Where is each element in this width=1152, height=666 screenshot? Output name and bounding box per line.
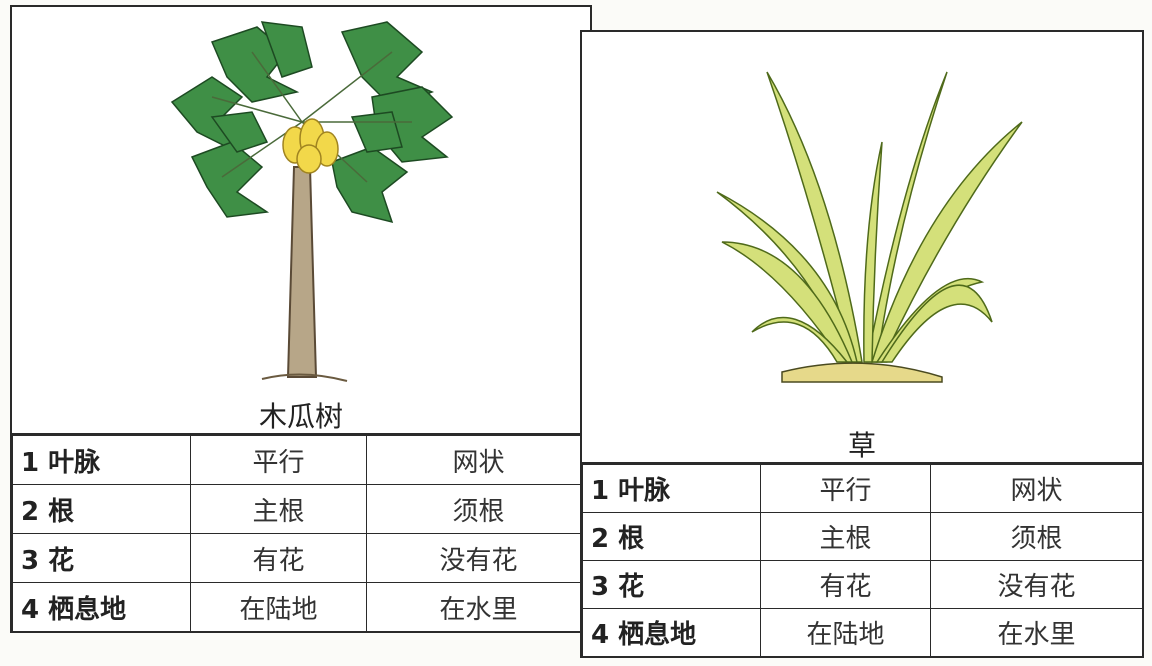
table-row: 1 叶脉 平行 网状 — [582, 464, 1143, 513]
row-label: 1 叶脉 — [582, 464, 761, 513]
table-row: 4 栖息地 在陆地 在水里 — [582, 608, 1143, 657]
cell: 有花 — [760, 560, 931, 609]
cell: 平行 — [190, 435, 367, 485]
table-row: 2 根主根 须根 — [582, 512, 1143, 561]
cell: 主根 — [190, 484, 367, 534]
panel: 草 1 叶脉 平行 网状 2 根主根 须根 3 花有花 没有花 4 栖息地 在陆地 在水里 — [580, 30, 1144, 658]
caption: 木瓜树 — [258, 400, 343, 433]
row-label: 2 根 — [582, 512, 761, 561]
cell: 须根 — [930, 512, 1143, 561]
trait-table: 1 叶脉 平行 网状 2 根主根 须根 3 花有花 没有花 4 栖息地 在陆地 在水里 — [12, 435, 591, 632]
row-label: 4 栖息地 — [12, 582, 191, 632]
cell: 在水里 — [366, 582, 591, 632]
row-label: 2 根 — [12, 484, 191, 534]
grass-illustration — [716, 71, 1023, 383]
table-row: 2 根主根 须根 — [12, 484, 591, 534]
table-row: 3 花有花 没有花 — [582, 560, 1143, 609]
cell: 网状 — [366, 435, 591, 485]
cell: 在陆地 — [760, 608, 931, 657]
row-label: 1 叶脉 — [12, 435, 191, 485]
row-label: 4 栖息地 — [582, 608, 761, 657]
cell: 没有花 — [366, 533, 591, 583]
picture-area: 草 — [582, 32, 1142, 464]
row-label: 3 花 — [582, 560, 761, 609]
table-row: 4 栖息地 在陆地 在水里 — [12, 582, 591, 632]
cell: 须根 — [366, 484, 591, 534]
panel: 木瓜树 1 叶脉 平行 网状 2 根主根 须根 3 花有花 没有花 4 栖息地 在陆地 在水里 — [10, 5, 592, 633]
caption: 草 — [847, 429, 876, 462]
papaya-illustration — [170, 21, 454, 382]
picture-area: 木瓜树 — [12, 7, 590, 435]
trait-table: 1 叶脉 平行 网状 2 根主根 须根 3 花有花 没有花 4 栖息地 在陆地 在水里 — [582, 464, 1143, 657]
cell: 平行 — [760, 464, 931, 513]
row-label: 3 花 — [12, 533, 191, 583]
cell: 有花 — [190, 533, 367, 583]
cell: 在陆地 — [190, 582, 367, 632]
cell: 网状 — [930, 464, 1143, 513]
table-row: 3 花有花 没有花 — [12, 533, 591, 583]
cell: 主根 — [760, 512, 931, 561]
cell: 在水里 — [930, 608, 1143, 657]
cell: 没有花 — [930, 560, 1143, 609]
table-row: 1 叶脉 平行 网状 — [12, 435, 591, 485]
